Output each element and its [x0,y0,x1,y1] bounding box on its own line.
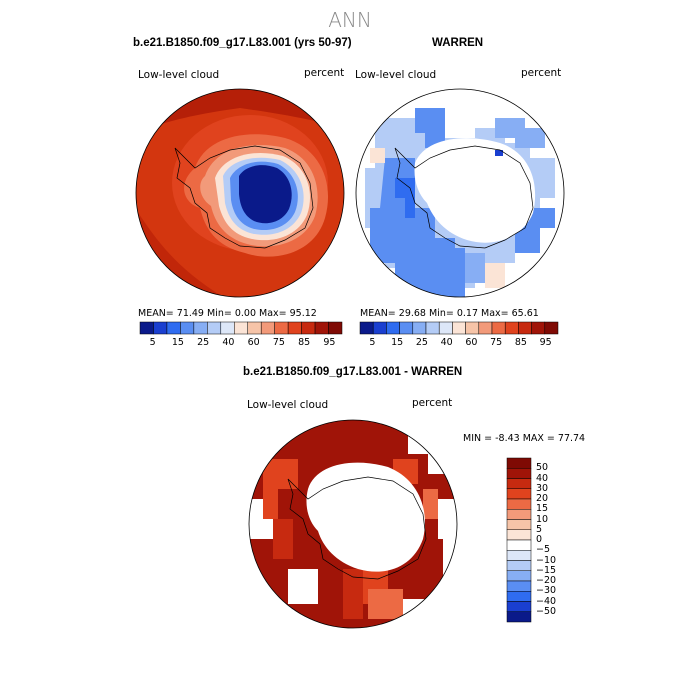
colorbar-swatch [506,591,532,602]
colorbar-swatch [544,321,559,335]
colorbar-tick-label: 30 [536,482,549,494]
colorbar-swatch [287,321,302,335]
colorbar-swatch [234,321,248,335]
colorbar-swatch [504,321,519,335]
colorbar-swatch [506,580,532,592]
colorbar-swatch [506,539,532,551]
colorbar-tick-label: −15 [536,564,557,576]
obs-polar-map [355,88,565,298]
colorbar-swatch [372,321,387,335]
colorbar-swatch [452,321,466,335]
obs-colorbar-labels: 5 15 25 40 60 75 85 95 [360,337,558,351]
colorbar-swatch [506,570,532,582]
colorbar-tick-label: −30 [536,585,557,597]
colorbar-swatch [478,321,493,335]
colorbar-swatch [506,498,532,510]
colorbar-tick-label: 10 [536,513,549,525]
colorbar-tick-label: 15 [536,503,549,515]
obs-colorbar [359,321,559,335]
diff-panel-title: b.e21.B1850.f09_g17.L83.001 - WARREN [243,366,463,378]
colorbar-tick-label: 50 [536,462,549,474]
colorbar-swatch [359,321,374,335]
colorbar-swatch [531,321,546,335]
colorbar-tick-label: 40 [440,337,453,348]
colorbar-tick-label: −5 [536,544,551,556]
model-colorbar [139,321,343,335]
colorbar-swatch [220,321,235,335]
colorbar-swatch [506,601,532,612]
obs-units-label: percent [521,67,562,79]
colorbar-tick-label: 60 [247,337,260,348]
colorbar-tick-label: 5 [149,337,156,348]
colorbar-tick-label: 95 [539,337,552,348]
colorbar-tick-label: 40 [536,472,549,484]
colorbar-tick-label: −20 [536,575,557,586]
figure-title: ANN [328,8,372,32]
model-variable-label: Low-level cloud [138,69,220,81]
colorbar-swatch [166,321,181,335]
colorbar-tick-label: 25 [197,337,210,348]
diff-units-label: percent [412,397,453,409]
diff-colorbar [506,457,532,623]
colorbar-swatch [328,321,343,335]
colorbar-tick-label: 0 [536,534,543,545]
colorbar-swatch [139,321,154,335]
colorbar-tick-label: 15 [391,337,404,348]
colorbar-tick-label: 5 [536,523,543,535]
colorbar-tick-label: −40 [536,595,557,607]
colorbar-swatch [399,321,414,335]
colorbar-swatch [386,321,400,335]
colorbar-tick-label: 95 [323,337,336,348]
colorbar-tick-label: 25 [415,337,428,348]
colorbar-tick-label: 15 [171,337,184,348]
colorbar-swatch [491,321,506,335]
diff-colorbar-labels: 50 40 30 20 15 10 5 0 −5 −10 −15 −20 −30 −40 −50 [536,458,576,622]
colorbar-swatch [465,321,480,335]
colorbar-swatch [247,321,262,335]
diff-stats: MIN = -8.43 MAX = 77.74 [463,433,586,444]
colorbar-tick-label: 5 [369,337,376,348]
colorbar-tick-label: 60 [465,337,478,348]
colorbar-swatch [180,321,195,335]
colorbar-tick-label: 85 [514,337,527,348]
obs-panel-title: WARREN [432,37,484,49]
colorbar-swatch [412,321,427,335]
colorbar-swatch [506,550,532,561]
diff-variable-label: Low-level cloud [247,399,329,411]
colorbar-swatch [207,321,222,335]
colorbar-swatch [506,478,532,489]
model-stats: MEAN= 71.49 Min= 0.00 Max= 95.12 [138,308,317,319]
colorbar-swatch [506,519,532,530]
colorbar-swatch [301,321,316,335]
colorbar-tick-label: −50 [536,605,557,617]
colorbar-tick-label: 75 [272,337,285,348]
colorbar-swatch [314,321,329,335]
colorbar-swatch [274,321,289,335]
colorbar-tick-label: −10 [536,554,557,566]
colorbar-swatch [506,468,532,479]
colorbar-tick-label: 75 [490,337,503,348]
colorbar-swatch [438,321,453,335]
colorbar-swatch [260,321,275,335]
diff-polar-map [248,419,458,629]
colorbar-swatch [425,321,440,335]
obs-stats: MEAN= 29.68 Min= 0.17 Max= 65.61 [360,308,539,319]
colorbar-tick-label: 20 [536,493,549,504]
colorbar-swatch [506,529,532,541]
colorbar-swatch [506,560,532,571]
colorbar-swatch [153,321,168,335]
colorbar-swatch [518,321,532,335]
colorbar-swatch [506,488,532,500]
obs-variable-label: Low-level cloud [355,69,437,81]
model-panel-title: b.e21.B1850.f09_g17.L83.001 (yrs 50-97) [133,37,352,49]
colorbar-swatch [506,509,532,520]
colorbar-tick-label: 40 [222,337,235,348]
model-colorbar-labels: 5 15 25 40 60 75 85 95 [140,337,342,351]
colorbar-swatch [506,611,532,623]
model-units-label: percent [304,67,345,79]
colorbar-tick-label: 85 [298,337,311,348]
model-polar-map [135,88,345,298]
colorbar-swatch [506,457,532,469]
colorbar-swatch [193,321,208,335]
